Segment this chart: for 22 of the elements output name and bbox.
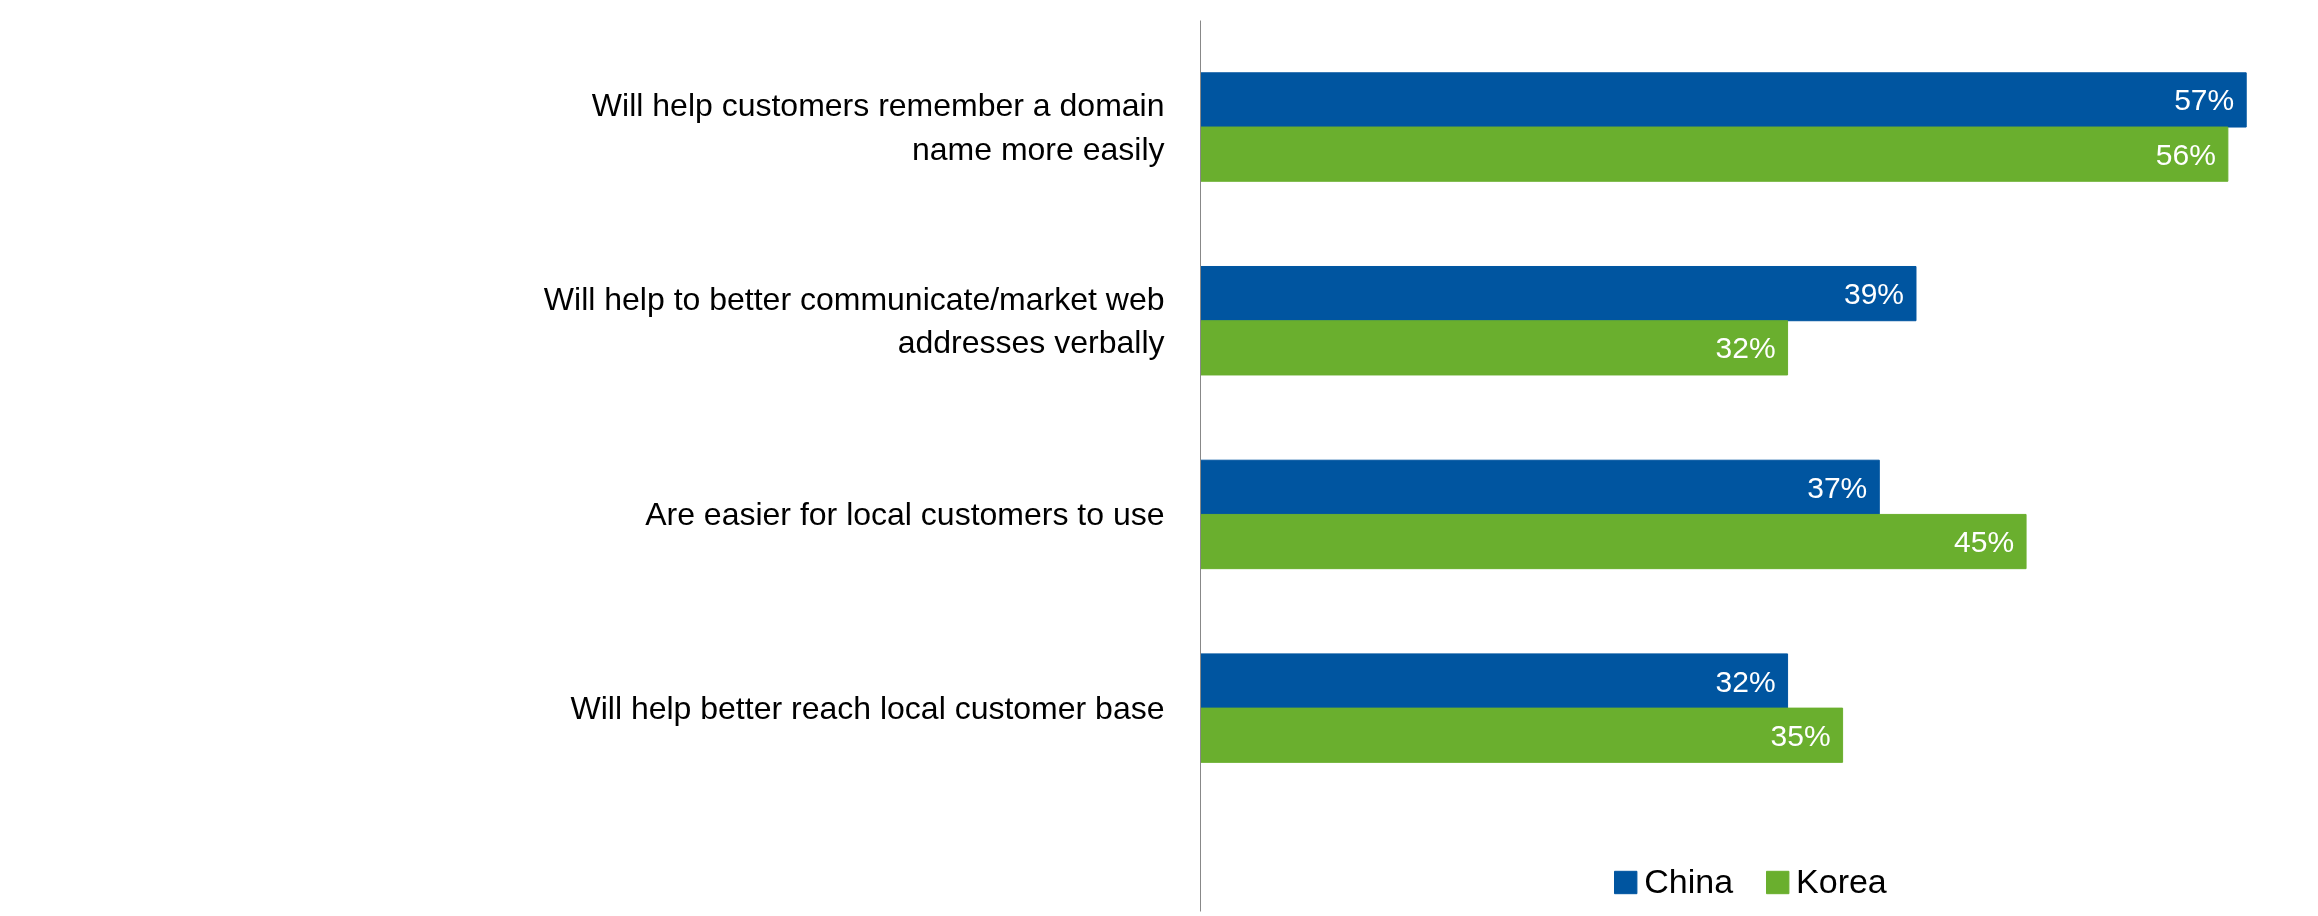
y-tick-label: Are easier for local customers to use bbox=[645, 496, 1165, 533]
bar bbox=[1200, 320, 1789, 376]
bar bbox=[1200, 265, 1917, 322]
bar bbox=[1200, 707, 1844, 763]
data-label: 57% bbox=[2174, 83, 2235, 117]
y-tick-label: Will help customers remember a domain name more easily bbox=[591, 87, 1165, 167]
data-label: 37% bbox=[1807, 470, 1868, 504]
data-label: 32% bbox=[1715, 664, 1776, 698]
y-tick-label: Will help to better communicate/market web addresses verbally bbox=[543, 281, 1165, 361]
y-tick-label: Will help better reach local customer base bbox=[570, 690, 1165, 727]
data-label: 32% bbox=[1715, 331, 1776, 365]
bar bbox=[1200, 459, 1880, 515]
data-label: 35% bbox=[1770, 718, 1831, 752]
bar bbox=[1200, 72, 2247, 128]
data-label: 56% bbox=[2155, 137, 2216, 171]
bar bbox=[1200, 653, 1789, 709]
legend-label: Korea bbox=[1796, 862, 1887, 901]
bar bbox=[1200, 126, 2229, 182]
bar bbox=[1200, 513, 2027, 570]
data-label: 39% bbox=[1843, 277, 1904, 311]
data-label: 45% bbox=[1954, 525, 2015, 559]
legend-label: China bbox=[1644, 862, 1734, 901]
